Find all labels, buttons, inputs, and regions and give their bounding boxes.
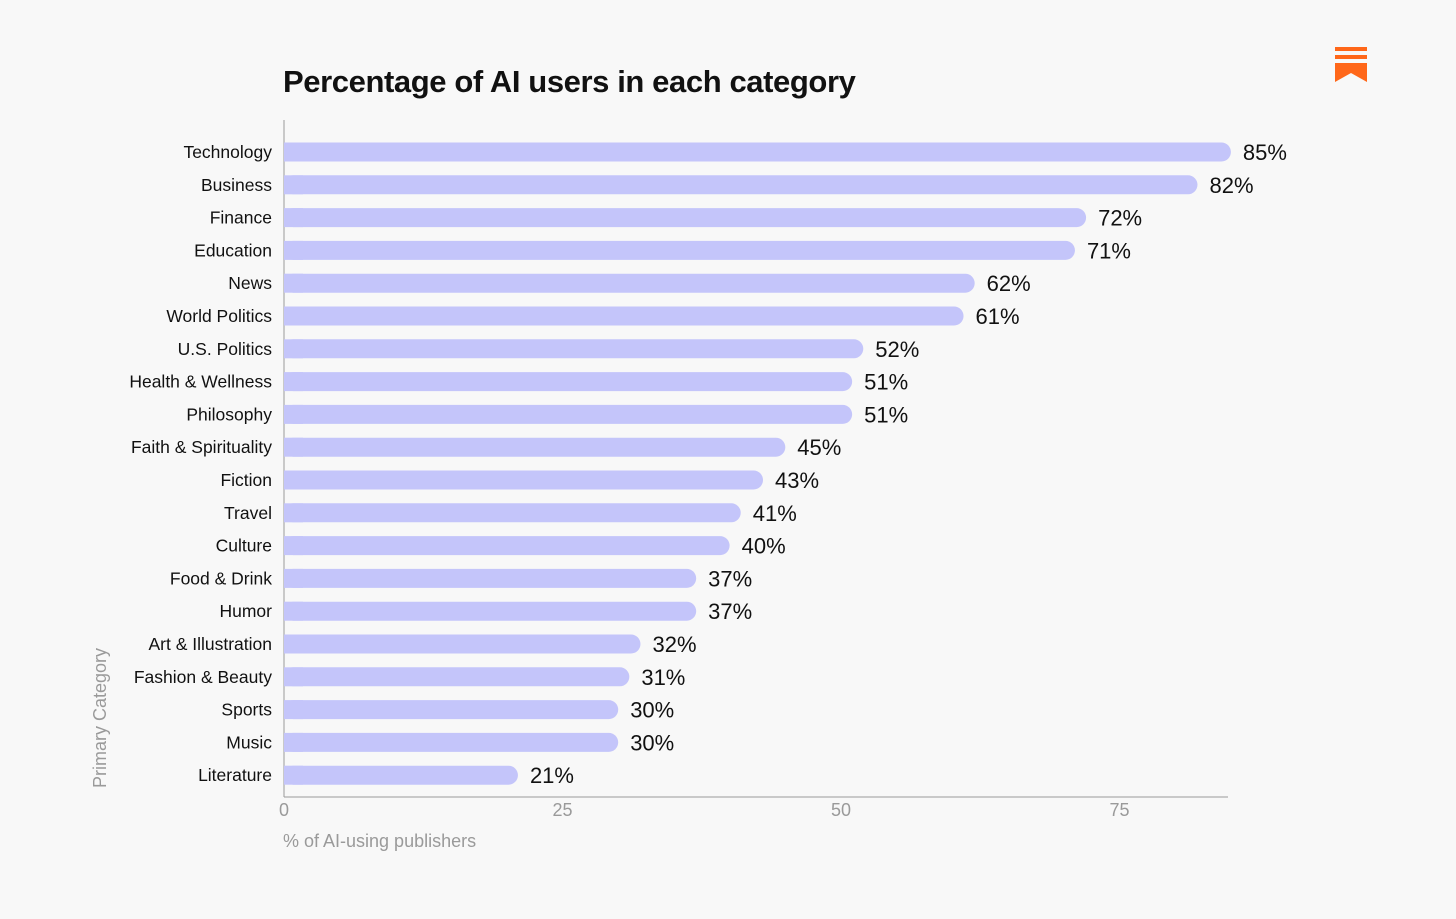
- bar-left-edge: [284, 667, 303, 687]
- bar: [284, 700, 619, 720]
- bar-left-edge: [284, 765, 303, 785]
- category-label: World Politics: [166, 306, 272, 326]
- bar-left-edge: [284, 732, 303, 752]
- bar-left-edge: [284, 404, 303, 424]
- x-axis-label: % of AI-using publishers: [283, 831, 476, 851]
- bar: [284, 339, 864, 359]
- bar-left-edge: [284, 339, 303, 359]
- bar-left-edge: [284, 437, 303, 457]
- bar-left-edge: [284, 634, 303, 654]
- bar: [284, 175, 1198, 195]
- value-label: 40%: [742, 534, 786, 559]
- substack-logo-icon: [1335, 47, 1367, 82]
- value-label: 37%: [708, 599, 752, 624]
- bar: [284, 208, 1087, 228]
- bar: [284, 732, 619, 752]
- bar-left-edge: [284, 142, 303, 162]
- category-label: Literature: [198, 765, 272, 785]
- category-label: Humor: [219, 601, 272, 621]
- value-label: 21%: [530, 763, 574, 788]
- bar: [284, 306, 964, 326]
- category-label: Fiction: [220, 470, 272, 490]
- category-label: Technology: [183, 142, 272, 162]
- value-label: 43%: [775, 468, 819, 493]
- value-label: 32%: [652, 632, 696, 657]
- category-label: Education: [194, 240, 272, 260]
- bar: [284, 470, 764, 490]
- category-label: Philosophy: [186, 404, 272, 424]
- bar-left-edge: [284, 372, 303, 392]
- bar: [284, 142, 1231, 162]
- category-label: U.S. Politics: [178, 339, 273, 359]
- bar-left-edge: [284, 568, 303, 588]
- value-label: 41%: [753, 501, 797, 526]
- bar-left-edge: [284, 208, 303, 228]
- value-label: 52%: [875, 337, 919, 362]
- x-tick-label: 0: [279, 800, 289, 820]
- bar: [284, 372, 853, 392]
- bar-left-edge: [284, 273, 303, 293]
- value-label: 30%: [630, 730, 674, 755]
- chart-title: Percentage of AI users in each category: [283, 64, 856, 99]
- category-label: Music: [226, 732, 272, 752]
- x-tick-label: 50: [831, 800, 851, 820]
- bar-left-edge: [284, 175, 303, 195]
- bar: [284, 503, 741, 523]
- bar-left-edge: [284, 306, 303, 326]
- x-tick-label: 25: [552, 800, 572, 820]
- y-axis-label: Primary Category: [90, 648, 110, 788]
- bar-left-edge: [284, 240, 303, 260]
- bar-left-edge: [284, 700, 303, 720]
- category-label: Sports: [221, 700, 272, 720]
- bar-left-edge: [284, 470, 303, 490]
- category-label: News: [228, 273, 272, 293]
- value-label: 72%: [1098, 206, 1142, 231]
- value-label: 51%: [864, 402, 908, 427]
- bar: [284, 667, 630, 687]
- value-label: 82%: [1209, 173, 1253, 198]
- category-label: Travel: [224, 503, 272, 523]
- bar-left-edge: [284, 503, 303, 523]
- bar: [284, 634, 641, 654]
- value-label: 85%: [1243, 140, 1287, 165]
- category-label: Food & Drink: [170, 568, 272, 588]
- value-label: 31%: [641, 665, 685, 690]
- value-label: 61%: [976, 304, 1020, 329]
- x-tick-label: 75: [1109, 800, 1129, 820]
- value-label: 45%: [797, 435, 841, 460]
- value-label: 30%: [630, 698, 674, 723]
- bar: [284, 765, 518, 785]
- category-label: Fashion & Beauty: [134, 667, 272, 687]
- category-label: Art & Illustration: [148, 634, 272, 654]
- bar: [284, 404, 853, 424]
- bar-left-edge: [284, 536, 303, 556]
- bar: [284, 437, 786, 457]
- category-label: Finance: [210, 208, 272, 228]
- bar: [284, 240, 1075, 260]
- value-label: 71%: [1087, 238, 1131, 263]
- value-label: 51%: [864, 370, 908, 395]
- bar: [284, 601, 697, 621]
- bar: [284, 273, 975, 293]
- category-label: Health & Wellness: [129, 372, 272, 392]
- category-label: Business: [201, 175, 272, 195]
- bar-left-edge: [284, 601, 303, 621]
- value-label: 37%: [708, 566, 752, 591]
- category-label: Culture: [216, 536, 272, 556]
- value-label: 62%: [987, 271, 1031, 296]
- category-label: Faith & Spirituality: [131, 437, 272, 457]
- bar: [284, 568, 697, 588]
- bar: [284, 536, 730, 556]
